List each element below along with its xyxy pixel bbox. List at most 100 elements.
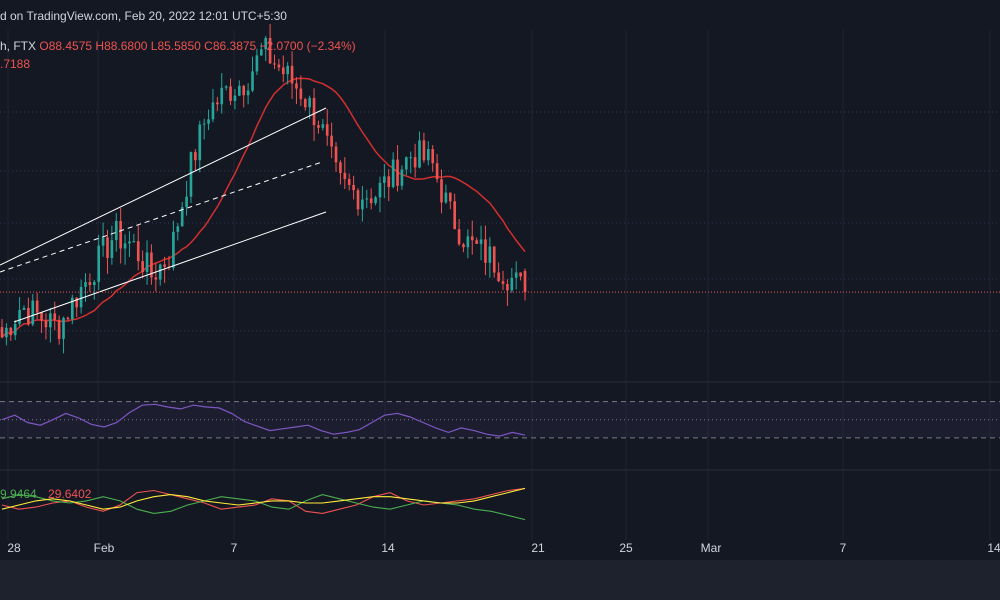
trend-channel[interactable] <box>0 107 327 323</box>
channel-upper-line <box>0 107 327 266</box>
candle-body <box>110 240 114 258</box>
candle <box>418 131 421 169</box>
adx-line <box>1 487 526 510</box>
candle-body <box>488 246 492 263</box>
candle-body <box>435 163 439 180</box>
candle <box>426 141 430 166</box>
candle-body <box>343 172 347 180</box>
x-axis-tick-label: 7 <box>231 541 238 555</box>
candle <box>198 120 202 173</box>
candle-body <box>277 64 281 68</box>
candle-body <box>66 317 70 320</box>
candle <box>176 223 180 241</box>
symbol-label[interactable]: h, FTX <box>0 39 37 53</box>
candle-body <box>123 243 127 249</box>
candle-body <box>150 252 153 278</box>
candle <box>220 73 224 114</box>
candle <box>163 256 166 283</box>
candle <box>325 109 329 146</box>
x-axis-tick-label: Feb <box>94 541 115 555</box>
candle <box>71 294 74 325</box>
x-axis-tick-label: 14 <box>987 541 1000 555</box>
candle <box>387 168 391 202</box>
candle-body <box>426 149 430 161</box>
candle <box>519 272 522 281</box>
candle-body <box>339 162 342 173</box>
candle-body <box>88 282 92 286</box>
candle-body <box>40 312 43 321</box>
candle <box>497 262 500 283</box>
candle <box>356 188 360 216</box>
candle-body <box>448 192 452 202</box>
candle <box>101 222 105 257</box>
candle-body <box>409 157 413 159</box>
candle <box>259 42 263 56</box>
candle <box>510 268 514 293</box>
candle-body <box>501 281 505 285</box>
candle-body <box>396 159 399 186</box>
candle <box>0 319 4 339</box>
candle-body <box>290 65 294 84</box>
candle-body <box>0 327 4 338</box>
candle <box>44 313 48 340</box>
candle <box>123 234 127 265</box>
channel-median-line <box>0 161 323 273</box>
adx-pane[interactable] <box>1 487 526 521</box>
price-pane[interactable] <box>0 24 1000 354</box>
candle-body <box>211 102 215 120</box>
candle <box>128 231 131 257</box>
rsi-pane[interactable] <box>0 401 1000 439</box>
candle <box>246 83 250 105</box>
candle <box>233 89 237 110</box>
candle-body <box>62 317 65 339</box>
candle <box>479 225 483 261</box>
candle-body <box>128 241 131 244</box>
candle-body <box>413 157 417 168</box>
candle <box>114 212 118 252</box>
candle-body <box>312 97 316 126</box>
candle <box>180 201 184 227</box>
candle-body <box>185 196 188 208</box>
ma-legend: .7188 <box>0 57 31 71</box>
candle <box>22 305 26 311</box>
candle <box>216 96 219 112</box>
candle-body <box>18 310 21 324</box>
candle-body <box>106 237 109 258</box>
candle-body <box>374 197 377 204</box>
candle-body <box>405 157 408 170</box>
candle-body <box>246 90 250 96</box>
candle-body <box>31 300 35 325</box>
candle-body <box>158 264 162 280</box>
candle <box>286 62 289 85</box>
candle-body <box>295 83 298 89</box>
candle <box>66 316 70 321</box>
candle-body <box>479 239 483 244</box>
candle <box>158 263 162 286</box>
candle-body <box>418 140 421 168</box>
candle <box>264 35 268 62</box>
candle-body <box>484 239 487 263</box>
x-axis-tick-label: 21 <box>531 541 545 555</box>
ohlc-legend: h, FTX O88.4575 H88.6800 L85.5850 C86.38… <box>0 39 356 53</box>
candle <box>154 262 158 292</box>
candle <box>343 157 347 190</box>
candle-body <box>268 37 272 64</box>
candle-body <box>457 229 461 245</box>
candle-body <box>79 286 83 308</box>
candle-body <box>466 236 470 248</box>
candle <box>400 165 404 190</box>
candle-body <box>365 198 369 200</box>
adx-plus-di-value: 9.9464 <box>0 487 37 501</box>
candle-body <box>391 159 395 187</box>
candle <box>391 152 395 189</box>
candle-body <box>57 319 61 339</box>
candle <box>383 164 386 199</box>
candle <box>475 237 478 244</box>
ohlc-values: O88.4575 H88.6800 L85.5850 C86.3875 −2.0… <box>39 39 356 53</box>
candle <box>365 189 369 209</box>
candle <box>79 279 83 314</box>
candle-body <box>92 281 96 286</box>
candle <box>334 141 338 172</box>
candle-body <box>238 85 241 96</box>
